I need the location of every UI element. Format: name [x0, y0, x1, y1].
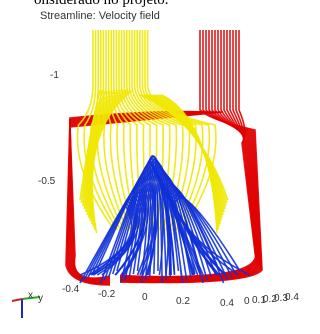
horizontal-axis-label: 0 — [142, 292, 148, 303]
axis-triad: y x — [12, 290, 43, 318]
horizontal-axis-label: 0.4 — [220, 298, 234, 309]
plot-title: Streamline: Velocity field — [40, 10, 160, 22]
caption-fragment: onsiderado no projeto. — [34, 0, 169, 8]
triad-x-label: x — [28, 290, 33, 301]
triad-y-arrow — [12, 299, 22, 301]
triad-y-label: y — [38, 293, 43, 304]
streamlines — [66, 30, 262, 285]
horizontal-axis-label: 0.2 — [176, 296, 190, 307]
depth-axis-label: 0 — [244, 296, 250, 307]
figure: onsiderado no projeto. Streamline: Veloc… — [0, 0, 309, 329]
page: {"caption_fragment": "onsiderado no proj… — [0, 0, 309, 329]
horizontal-axis-label: -0.2 — [98, 289, 116, 300]
depth-axis-label: 0.4 — [285, 292, 299, 303]
vertical-axis-label: -0.5 — [38, 176, 56, 187]
vertical-axis-label: -1 — [50, 70, 59, 81]
horizontal-axis-label: -0.4 — [62, 284, 80, 295]
